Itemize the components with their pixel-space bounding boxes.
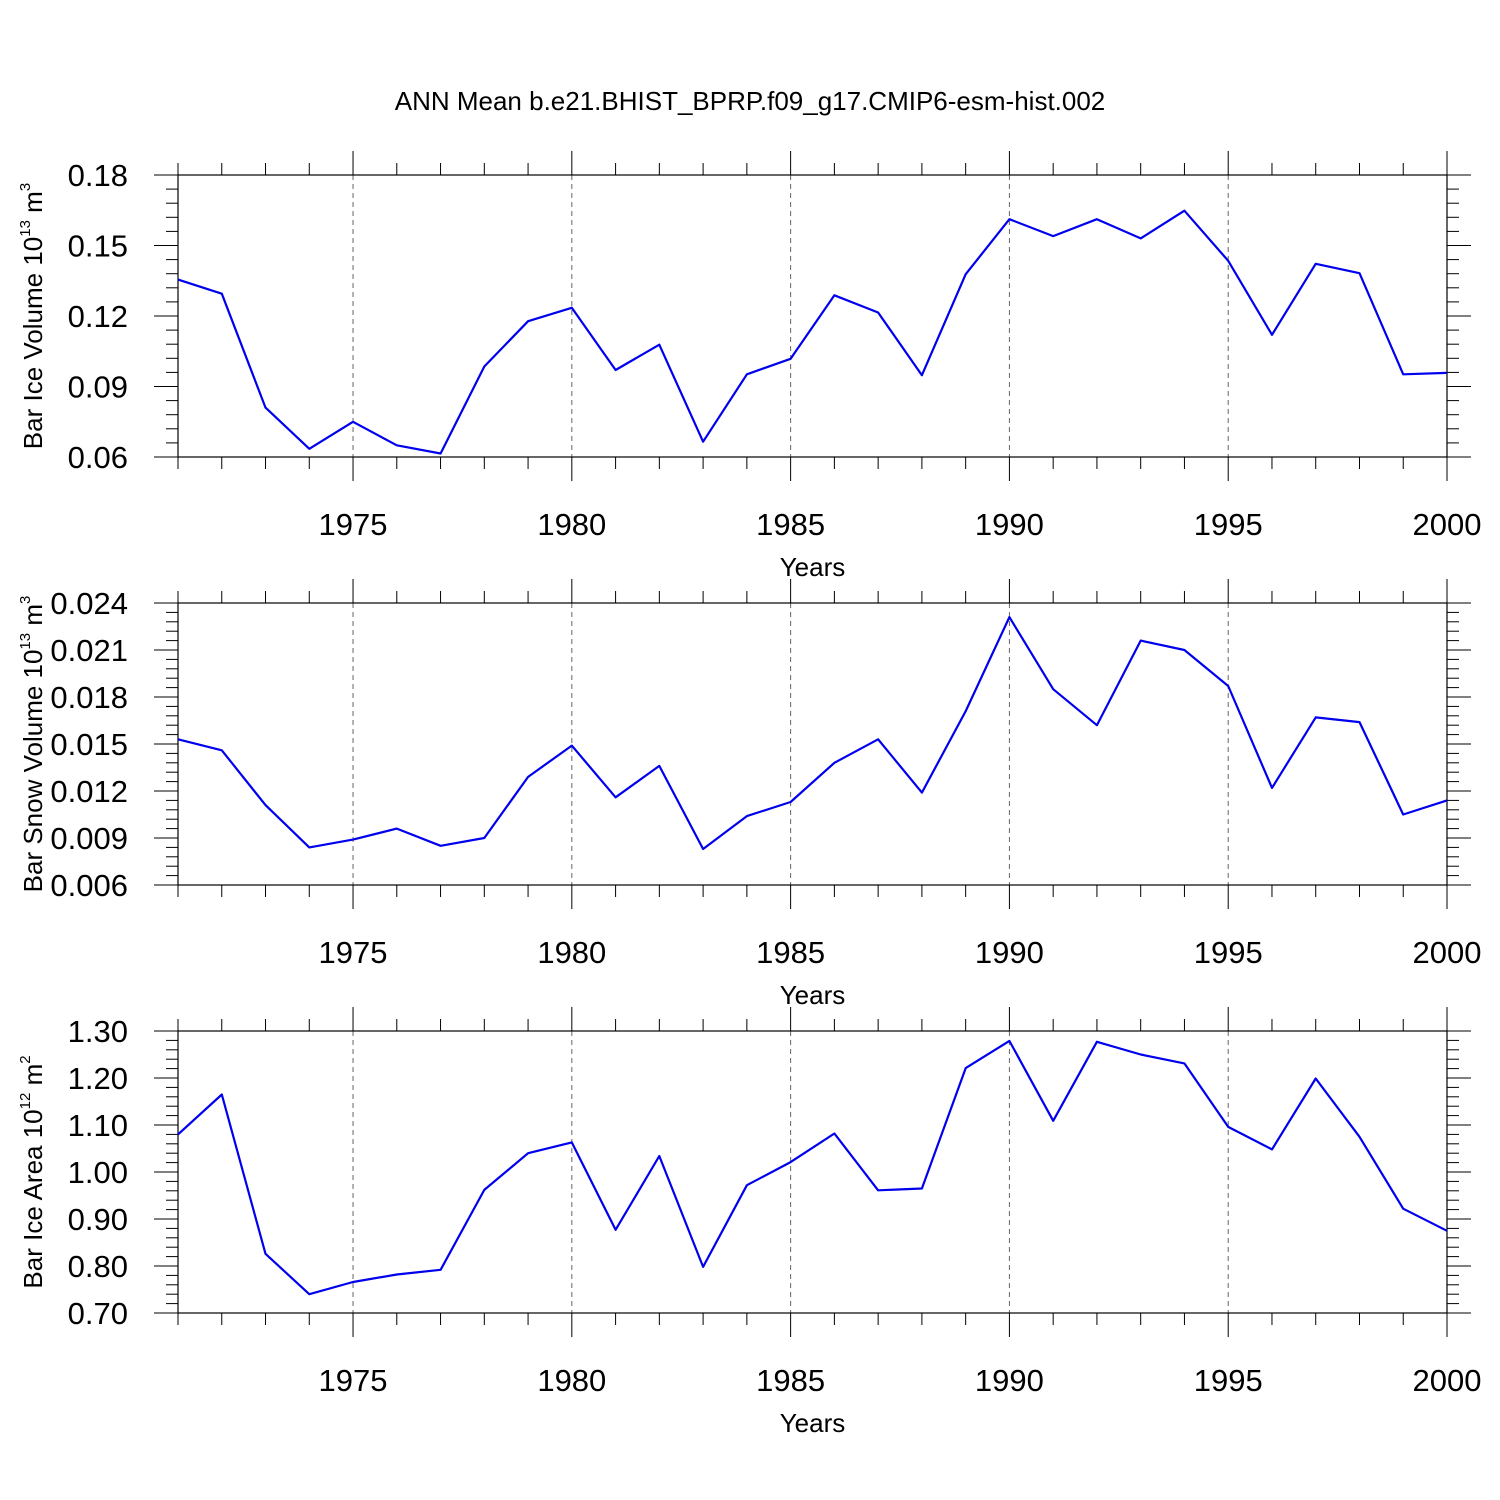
x-tick-label: 1975 xyxy=(319,507,388,542)
y-tick-label: 1.20 xyxy=(68,1061,128,1096)
x-tick-label: 1995 xyxy=(1194,935,1263,970)
y-axis-title: Bar Ice Volume 1013 m3 xyxy=(17,183,48,449)
y-tick-label: 0.024 xyxy=(50,586,128,621)
plot-frame xyxy=(177,602,1448,886)
y-tick-label: 0.15 xyxy=(68,229,128,264)
x-tick-label: 2000 xyxy=(1413,507,1482,542)
x-axis-title: Years xyxy=(780,980,846,1010)
y-tick-label: 1.30 xyxy=(68,1014,128,1049)
x-tick-label: 1990 xyxy=(975,935,1044,970)
x-tick-label: 1990 xyxy=(975,1363,1044,1398)
x-tick-label: 1980 xyxy=(537,935,606,970)
y-tick-label: 0.018 xyxy=(50,680,128,715)
y-tick-label: 1.10 xyxy=(68,1108,128,1143)
x-tick-label: 1985 xyxy=(756,507,825,542)
x-tick-label: 1995 xyxy=(1194,1363,1263,1398)
x-tick-label: 1980 xyxy=(537,1363,606,1398)
x-tick-label: 2000 xyxy=(1413,1363,1482,1398)
y-tick-label: 0.12 xyxy=(68,299,128,334)
panel-ice-volume: 0.06 0.09 0.12 0.15 0.18 1975 1980 1985 1990 1995… xyxy=(17,151,1481,582)
x-tick-label: 1975 xyxy=(319,935,388,970)
y-tick-label: 0.90 xyxy=(68,1202,128,1237)
y-tick-label: 0.012 xyxy=(50,774,128,809)
x-tick-label: 1975 xyxy=(319,1363,388,1398)
series-line xyxy=(177,209,1448,455)
y-axis-title: Bar Ice Area 1012 m2 xyxy=(17,1055,48,1288)
x-axis-title: Years xyxy=(780,552,846,582)
plot-frame xyxy=(177,174,1448,458)
x-tick-label: 1990 xyxy=(975,507,1044,542)
x-axis-title: Years xyxy=(780,1408,846,1438)
y-tick-label: 0.18 xyxy=(68,158,128,193)
panel-ice-area: 0.70 0.80 0.90 1.00 1.10 1.20 1.30 1975 1980 1985… xyxy=(17,1007,1481,1438)
y-tick-label: 0.021 xyxy=(50,633,128,668)
panel-snow-volume: 0.006 0.009 0.012 0.015 0.018 0.021 0.024 1975 1… xyxy=(17,579,1481,1010)
x-tick-label: 1985 xyxy=(756,935,825,970)
y-tick-label: 0.009 xyxy=(50,821,128,856)
plot-frame xyxy=(177,1030,1448,1314)
y-tick-label: 0.06 xyxy=(68,440,128,475)
y-tick-label: 1.00 xyxy=(68,1155,128,1190)
y-tick-label: 0.006 xyxy=(50,868,128,903)
x-tick-label: 1985 xyxy=(756,1363,825,1398)
series-line xyxy=(177,615,1448,851)
y-tick-label: 0.70 xyxy=(68,1296,128,1331)
y-axis-title: Bar Snow Volume 1013 m3 xyxy=(17,596,48,893)
series-line xyxy=(177,1039,1448,1296)
y-tick-label: 0.09 xyxy=(68,370,128,405)
y-tick-label: 0.015 xyxy=(50,727,128,762)
x-tick-label: 2000 xyxy=(1413,935,1482,970)
chart-title: ANN Mean b.e21.BHIST_BPRP.f09_g17.CMIP6-… xyxy=(395,86,1106,116)
x-tick-label: 1995 xyxy=(1194,507,1263,542)
x-tick-label: 1980 xyxy=(537,507,606,542)
y-tick-label: 0.80 xyxy=(68,1249,128,1284)
